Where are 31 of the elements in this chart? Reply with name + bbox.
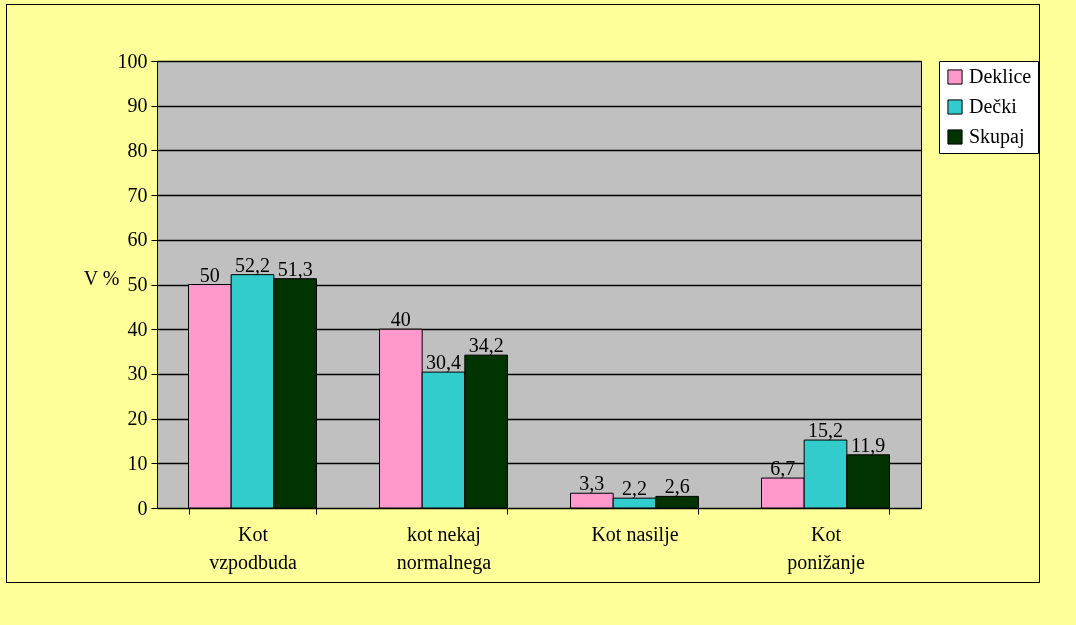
x-tick-label: Kot vzpodbuda (209, 522, 297, 574)
x-tick-label: kot nekaj normalnega (396, 522, 492, 574)
legend-label: Deklice (969, 65, 1032, 87)
data-label: 6,7 (770, 457, 796, 480)
data-label: 50 (199, 263, 220, 286)
y-tick-label: 0 (137, 496, 148, 519)
y-tick-label: 100 (117, 49, 148, 72)
y-tick-label: 20 (127, 407, 148, 430)
data-label: 51,3 (277, 257, 313, 280)
data-label: 11,9 (851, 433, 886, 456)
legend-label: Skupaj (969, 125, 1025, 148)
legend-label: Dečki (969, 95, 1018, 117)
y-axis-title: V % (83, 266, 120, 289)
data-label: 2,6 (664, 475, 690, 498)
data-label: 3,3 (579, 472, 605, 495)
y-tick-label: 90 (127, 94, 148, 117)
y-tick-label: 30 (127, 362, 148, 385)
y-tick-label: 80 (127, 138, 148, 161)
x-tick-label: Kot nasilje (591, 522, 679, 546)
y-tick-label: 50 (127, 273, 148, 295)
data-label: 30,4 (426, 351, 461, 374)
y-tick-label: 60 (127, 228, 148, 251)
x-tick-label: Kot ponižanje (787, 522, 865, 574)
data-label: 40 (390, 308, 411, 331)
y-tick-label: 70 (127, 183, 148, 206)
data-label: 15,2 (808, 419, 843, 442)
data-label: 2,2 (622, 477, 647, 500)
data-label: 52,2 (235, 253, 270, 276)
y-tick-label: 40 (127, 317, 148, 340)
data-label: 34,2 (468, 334, 504, 357)
y-tick-label: 10 (127, 451, 148, 474)
